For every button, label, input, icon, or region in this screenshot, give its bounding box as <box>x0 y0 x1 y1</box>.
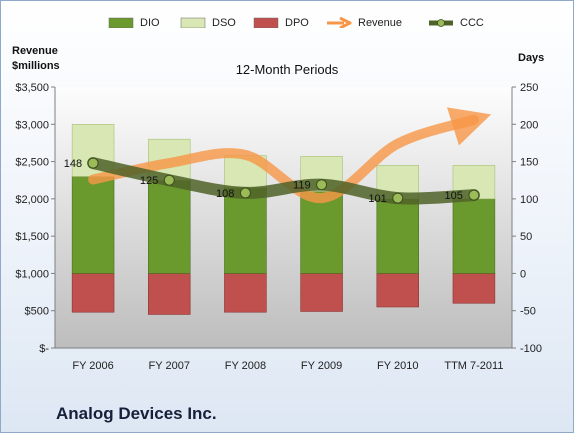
left-axis-title: Revenue $millions <box>12 45 60 72</box>
ccc-point <box>239 187 251 199</box>
ccc-data-label: 148 <box>64 158 82 170</box>
ccc-data-label: 108 <box>216 188 234 200</box>
dpo-bar <box>71 273 115 313</box>
left-axis-tick-label: $3,500 <box>15 82 49 94</box>
right-axis-tick-label: 50 <box>520 231 532 243</box>
ccc-point <box>316 179 328 191</box>
company-name: Analog Devices Inc. <box>56 404 217 423</box>
dpo-bar <box>148 273 191 315</box>
left-axis-tick-label: $2,500 <box>15 157 49 169</box>
left-axis-tick-label: $1,500 <box>15 231 49 243</box>
x-axis-category-label: TTM 7-2011 <box>444 360 503 372</box>
x-axis-category-label: FY 2008 <box>225 360 266 372</box>
ccc-point <box>468 189 480 201</box>
ccc-point <box>163 174 175 186</box>
dio-bar <box>148 179 191 274</box>
dpo-bar <box>452 273 496 304</box>
right-axis-tick-label: 200 <box>520 119 538 131</box>
ccc-line <box>87 157 480 205</box>
ccc-data-label: 125 <box>140 175 158 187</box>
x-axis-category-label: FY 2007 <box>149 360 190 372</box>
right-axis-tick-label: -50 <box>520 306 536 318</box>
right-axis-tick-label: 150 <box>520 157 538 169</box>
right-axis-tick-label: -100 <box>520 343 542 355</box>
legend-swatch <box>327 17 352 28</box>
left-axis-tick-label: $3,000 <box>15 119 49 131</box>
right-axis-tick-label: 250 <box>520 82 538 94</box>
legend-swatch <box>108 17 134 28</box>
left-axis-tick-label: $- <box>39 343 49 355</box>
dio-bar <box>376 198 419 274</box>
ccc-data-label: 101 <box>368 193 386 205</box>
right-axis-tick-label: 100 <box>520 194 538 206</box>
legend-label: DSO <box>212 17 236 29</box>
ccc-data-label: 105 <box>445 190 463 202</box>
legend-label: DPO <box>285 17 309 29</box>
ccc-point <box>392 192 404 204</box>
right-axis-title: Days <box>518 52 545 64</box>
x-axis-category-label: FY 2009 <box>301 360 342 372</box>
dio-bar <box>300 191 343 274</box>
legend-swatch <box>253 17 279 28</box>
legend-label: CCC <box>460 17 484 29</box>
dio-bar <box>71 176 115 274</box>
legend-swatch <box>429 19 453 27</box>
right-axis-tick-label: 0 <box>520 268 526 280</box>
x-axis-category-label: FY 2010 <box>377 360 418 372</box>
dpo-bar <box>300 273 343 312</box>
ccc-data-label: 119 <box>293 180 311 192</box>
dio-bar <box>452 198 496 274</box>
legend-swatch <box>180 17 206 28</box>
x-axis-category-label: FY 2006 <box>72 360 113 372</box>
chart-title: 12-Month Periods <box>235 62 339 77</box>
left-axis-tick-label: $1,000 <box>15 268 49 280</box>
dio-bar <box>224 187 267 274</box>
dpo-bar <box>376 273 419 308</box>
chart-legend: DIO DSO DPO Revenue CCC <box>108 14 528 32</box>
ccc-point <box>87 157 99 169</box>
left-axis-tick-label: $2,000 <box>15 194 49 206</box>
legend-label: DIO <box>140 17 160 29</box>
dpo-bar <box>224 273 267 313</box>
legend-label: Revenue <box>358 17 403 29</box>
left-axis-tick-label: $500 <box>25 306 49 318</box>
